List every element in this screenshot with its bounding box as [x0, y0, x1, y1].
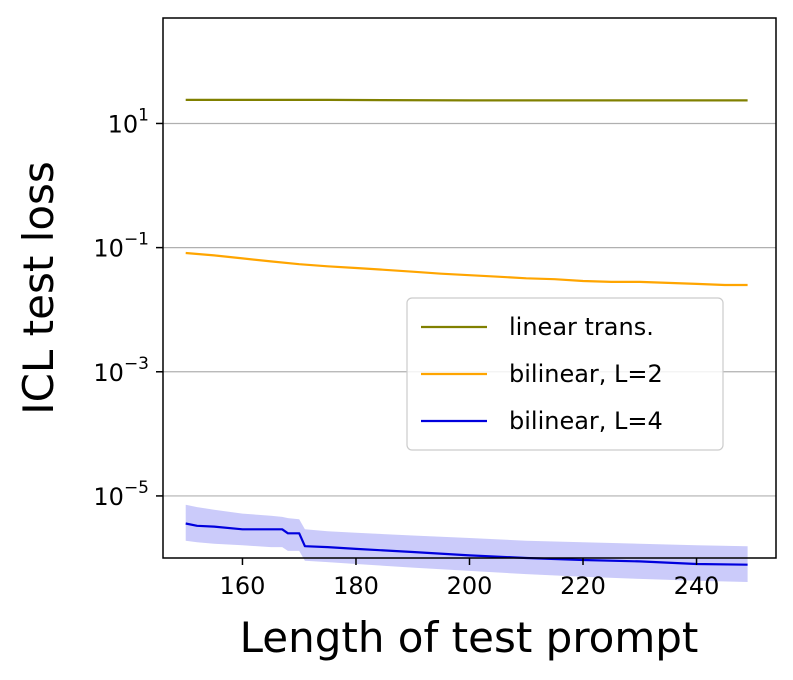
legend-label: linear trans. [509, 313, 654, 341]
y-tick-label: 101 [108, 105, 149, 138]
confidence-bands [185, 504, 748, 582]
legend-box [406, 297, 724, 451]
legend-label: bilinear, L=2 [509, 360, 663, 388]
y-tick-label: 10−3 [93, 354, 149, 387]
legend-label: bilinear, L=4 [509, 407, 663, 435]
x-tick-label: 200 [447, 572, 493, 600]
y-axis-title: ICL test loss [14, 161, 63, 415]
x-tick-label: 220 [560, 572, 606, 600]
series-band-2 [185, 504, 748, 582]
y-axis-ticks: 101 10−1 10−3 10−5 [93, 105, 163, 511]
x-axis-title: Length of test prompt [240, 613, 699, 662]
y-tick-label: 10−1 [93, 230, 149, 263]
x-axis-ticks: 160 180 200 220 240 [220, 558, 720, 600]
series-line-0 [185, 98, 748, 102]
x-tick-label: 180 [333, 572, 379, 600]
x-tick-label: 160 [220, 572, 266, 600]
series-line-1 [185, 251, 748, 287]
y-tick-label: 10−5 [93, 478, 149, 511]
legend: linear trans. bilinear, L=2 bilinear, L=4 [406, 297, 724, 451]
x-tick-label: 240 [674, 572, 720, 600]
series-line-2 [185, 522, 748, 566]
series-lines [185, 98, 748, 566]
